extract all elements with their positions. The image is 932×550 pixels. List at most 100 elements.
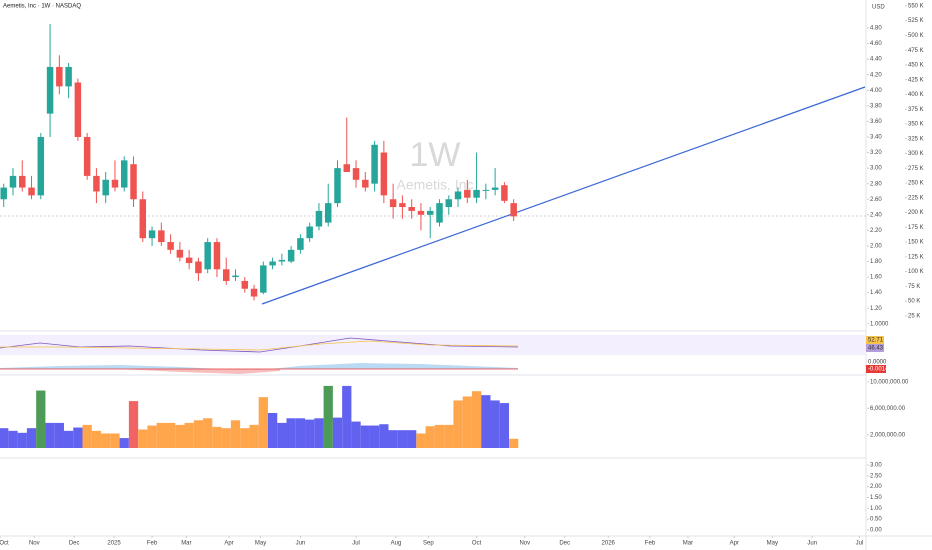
volume-bar [82,424,92,448]
currency: USD [872,5,885,11]
y-tick-label: 2.80 [870,181,882,187]
y-tick-label: 3.00 [870,166,882,172]
candle-body [9,175,17,188]
candle-body [352,168,360,180]
y2-tick-label: 100 K [908,269,924,275]
bottom-tick-label: 1.00 [870,506,882,512]
candle-body [362,179,369,188]
volume-bar [499,403,510,448]
candle-body [158,230,165,243]
bottom-tick-label: 0.00 [870,528,882,534]
candle-body [102,179,109,196]
x-tick-label: May [767,541,778,547]
candle-body [510,203,517,217]
y2-tick-label: 125 K [908,254,924,260]
candle-body [204,242,211,270]
y-tick-label: 4.40 [870,57,882,63]
x-tick-label: 2026 [602,541,616,547]
y2-tick-label: 50 K [908,299,920,305]
candle-body [120,160,128,188]
x-tick-label: Sep [423,541,434,547]
x-tick-label: Mar [683,541,693,547]
volume-bar [434,424,445,448]
x-tick-label: May [255,541,266,547]
macd-hist [0,363,518,370]
volume-bar [165,422,176,448]
macd-badge [866,365,886,373]
candle-body [139,199,147,239]
candle-body [408,207,415,211]
y-tick-label: 4.00 [870,88,882,94]
candle-body [0,187,7,200]
y-tick-label: 2.00 [870,244,882,250]
y2-tick-label: 425 K [908,77,924,83]
bottom-tick-label: 2.00 [870,484,882,490]
bottom-tick-label: 2.50 [870,473,882,479]
x-tick-label: Apr [224,541,233,547]
candle-body [213,242,221,270]
rsi-badge [866,336,884,344]
volume-bar [388,430,398,448]
volume-bar [407,430,417,448]
candle-body [195,261,202,274]
volume-bar [286,418,296,448]
candle-body [176,249,184,258]
candle-body [167,242,174,250]
rsi-value: 52.71 [868,338,884,344]
volume-bar [221,428,231,448]
volume-bar [351,421,361,448]
x-tick-label: Aug [391,541,402,547]
volume-bar [453,400,463,448]
candle-body [491,187,499,190]
candle-body [436,203,443,223]
volume-bar [360,425,370,448]
x-tick-label: Apr [730,541,739,547]
volume-bar [119,438,129,448]
y-tick-label: 1.80 [870,259,882,265]
y2-tick-label: 75 K [908,284,920,290]
y2-tick-label: 400 K [908,92,924,98]
volume-bar [212,426,222,448]
watermark: 1W [410,136,461,174]
candle-body [56,66,63,87]
volume-bar [138,429,148,448]
candle-body [278,259,286,262]
trendline [261,86,866,305]
candle-body [241,280,249,289]
candle-body [417,210,425,215]
y-tick-label: 1.0000 [870,321,889,327]
volume-bar [91,430,102,448]
rsi-line [0,337,519,353]
x-tick-label: 2025 [107,541,121,547]
volume-bar [416,433,426,448]
volume-bar [342,385,352,448]
volume-bar [277,422,287,448]
y2-tick-label: 150 K [908,240,924,246]
candle-body [482,189,490,191]
y-tick-label: 4.80 [870,26,882,32]
candle-body [343,164,351,173]
volume-bar [314,418,324,448]
volume-bar [444,424,454,448]
x-tick-label: Nov [29,541,40,547]
volume-bar [249,424,259,448]
y2-tick-label: 475 K [908,48,924,54]
bottom-tick-label: 0.50 [870,517,882,523]
candle-body [371,144,378,184]
y2-tick-label: 550 K [908,3,924,9]
candle-body [315,210,323,227]
candle-body [93,175,100,192]
watermark-name: Aemetis, Inc [396,177,473,193]
candle-body [65,66,72,87]
volume-bar [63,430,74,448]
volume-bar [230,420,241,448]
volume-bar [54,422,64,448]
volume-bar [8,430,18,448]
volume-bar [258,397,268,448]
volume-bar [36,390,46,448]
candle-body [297,238,304,250]
volume-bar [323,385,333,448]
candle-body [19,175,26,188]
